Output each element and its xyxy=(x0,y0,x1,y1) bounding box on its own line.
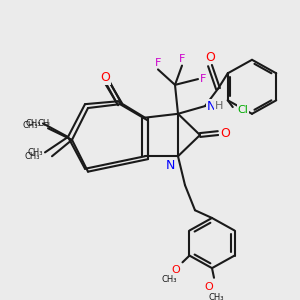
Text: CH₃: CH₃ xyxy=(26,119,41,128)
Text: F: F xyxy=(179,54,185,64)
Text: Cl: Cl xyxy=(238,105,249,115)
Text: CH₃: CH₃ xyxy=(25,152,40,161)
Text: F: F xyxy=(155,58,161,68)
Text: CH₃: CH₃ xyxy=(208,292,224,300)
Text: O: O xyxy=(171,265,180,275)
Text: CH₃: CH₃ xyxy=(162,275,177,284)
Text: F: F xyxy=(200,74,206,84)
Text: CH₃: CH₃ xyxy=(22,121,38,130)
Text: O: O xyxy=(100,70,110,83)
Text: CH: CH xyxy=(38,119,50,128)
Text: N: N xyxy=(207,100,216,112)
Text: O: O xyxy=(205,282,213,292)
Text: O: O xyxy=(220,127,230,140)
Text: O: O xyxy=(205,51,215,64)
Text: H: H xyxy=(215,101,224,111)
Text: CH₃: CH₃ xyxy=(28,148,43,157)
Text: ₃: ₃ xyxy=(38,121,50,127)
Text: N: N xyxy=(166,159,175,172)
Text: O: O xyxy=(100,71,110,84)
